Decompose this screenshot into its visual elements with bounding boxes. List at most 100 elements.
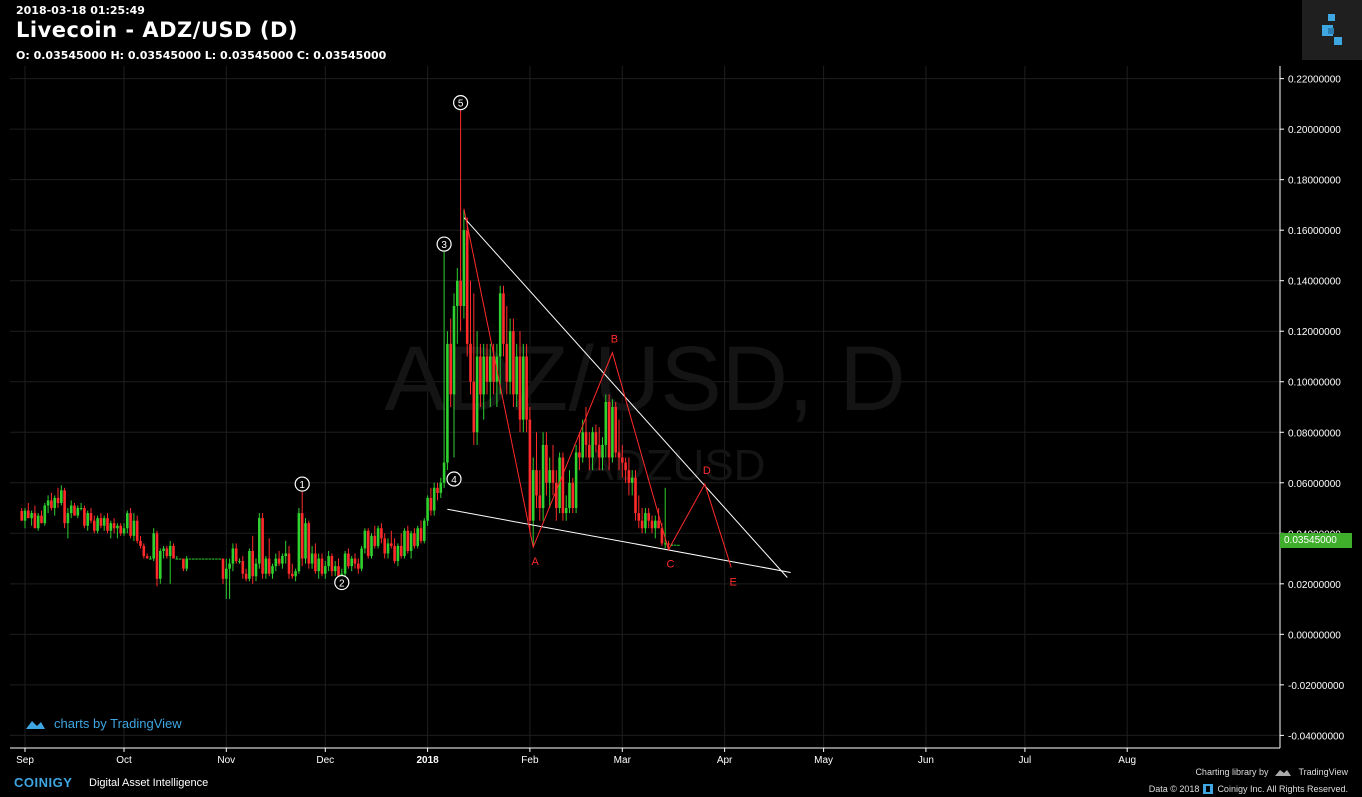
candle [429,487,433,516]
candle-body [297,513,301,572]
candle [66,508,70,539]
candle [350,556,353,572]
charting-library-credit[interactable]: Charting library by TradingView [1195,767,1348,777]
candle-body [462,230,466,306]
candle [135,515,139,544]
candle-body [307,523,311,564]
candle [574,444,578,514]
candle-body [46,500,50,506]
x-tick-label: May [814,755,833,766]
candle [403,528,406,559]
candle [399,533,403,559]
candle [215,558,218,560]
candle-body [109,523,113,531]
candle [69,500,73,519]
candle-body [152,533,155,559]
candle-body [314,553,317,572]
candle-body [393,545,396,562]
candle [386,538,390,559]
abcde-label-e: E [730,576,737,588]
candle-body [149,558,152,560]
candle-body [168,545,172,557]
candle [294,568,297,582]
candle [588,432,591,471]
candle [568,470,571,514]
candle-body [376,528,380,546]
candle-body [366,530,370,557]
candle [53,495,56,516]
candle-body [446,343,449,463]
elliott-wave-circle [294,476,310,492]
candle-body [535,470,538,496]
candle [93,515,96,534]
charting-library-label: Charting library by [1195,767,1269,777]
elliott-wave-circle [453,95,469,111]
trendline [447,508,791,573]
candle-body [456,280,459,306]
candle-body [390,543,393,546]
candle-body [291,573,294,577]
elliott-wave-marker-4: 4 [446,471,462,487]
candle-body [607,401,611,458]
candle-body [545,444,548,483]
candle-body [56,497,60,503]
candle-body [60,490,63,503]
x-tick-label: Nov [217,755,235,766]
candle [459,103,462,332]
candle [538,470,542,521]
candle-body [271,566,274,574]
abcde-label-b: B [611,334,618,346]
candle [175,556,179,560]
candle [162,545,165,559]
candle-body [99,518,103,526]
candle [132,513,136,541]
candle [673,544,677,546]
candle [149,556,152,560]
candle-body [611,407,614,458]
candle [112,518,116,534]
candle [426,495,429,526]
candle-body [442,462,446,483]
elliott-wave-marker-3: 3 [436,236,452,252]
candle [267,538,271,577]
abcde-label-a: A [532,556,540,568]
candle [185,556,188,572]
candle [522,343,525,433]
candle [475,331,479,445]
candle-body [261,518,264,574]
x-tick-label: Apr [717,755,733,766]
candle-body [568,482,571,509]
elliott-wave-label: 1 [299,480,305,491]
candle-body [155,533,159,579]
candle [297,508,301,574]
candle [512,318,515,407]
candle-body [416,528,419,546]
candle [63,487,66,529]
candle-body [277,558,281,564]
candle-body [116,525,119,529]
elliott-wave-label: 3 [441,240,447,251]
candle-body [505,343,509,382]
candle [621,444,624,478]
candle [89,508,93,524]
candle [624,457,627,483]
coinigy-logo[interactable] [1302,0,1362,60]
coinigy-small-icon [1203,784,1214,794]
candle-body [106,518,109,531]
candle [129,508,132,539]
candle [564,495,568,521]
candle [423,518,426,544]
tradingview-link[interactable]: charts by TradingView [24,716,182,731]
y-tick-label: 0.20000000 [1288,125,1341,136]
candle-body [419,528,423,541]
candle-body [432,487,436,511]
candle [630,470,634,496]
candle [380,523,383,544]
candle [634,470,637,521]
candle-body [439,482,443,493]
tradingview-cloud-icon [26,720,45,729]
candle [360,545,363,572]
candle-body [578,452,581,458]
candle-body [515,356,518,395]
